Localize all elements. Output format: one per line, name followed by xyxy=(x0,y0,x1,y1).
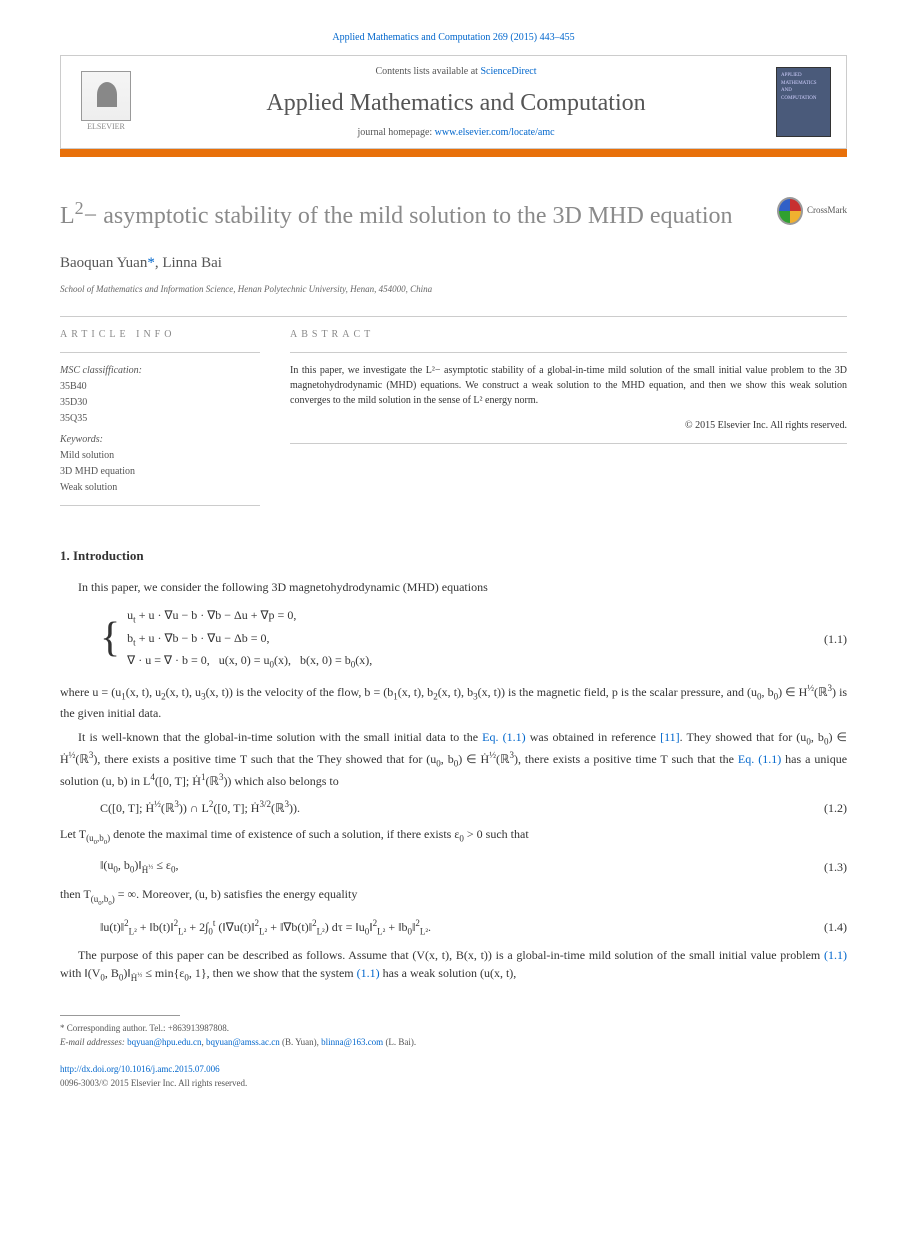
abstract-text: In this paper, we investigate the L²− as… xyxy=(290,363,847,408)
affiliation: School of Mathematics and Information Sc… xyxy=(60,283,847,297)
abstract-column: ABSTRACT In this paper, we investigate t… xyxy=(290,327,847,516)
abstract-divider-bottom xyxy=(290,443,847,444)
p3-text-a: It is well-known that the global-in-time… xyxy=(78,730,482,744)
equation-1-1: { ut + u · ∇u − b · ∇b − Δu + ∇p = 0, bt… xyxy=(100,604,847,675)
homepage-prefix: journal homepage: xyxy=(357,127,434,138)
intro-p3: It is well-known that the global-in-time… xyxy=(60,728,847,790)
abstract-divider xyxy=(290,352,847,353)
p3-text-b: was obtained in reference xyxy=(526,730,661,744)
keywords-list: Mild solution 3D MHD equation Weak solut… xyxy=(60,448,260,495)
divider xyxy=(60,316,847,317)
p6-text-b: with ‖(V0, B0)‖Ḣ½ ≤ min{ε0, 1}, then we … xyxy=(60,966,357,980)
abstract-copyright: © 2015 Elsevier Inc. All rights reserved… xyxy=(290,418,847,433)
article-info-column: ARTICLE INFO MSC classiffication: 35B40 … xyxy=(60,327,260,516)
email-link[interactable]: blinna@163.com xyxy=(321,1037,383,1047)
eq-1-2-body: C([0, T]; Ḣ½(ℝ3)) ∩ L2([0, T]; Ḣ3/2(ℝ3))… xyxy=(100,798,807,817)
footnotes: * Corresponding author. Tel.: +863913987… xyxy=(60,1022,847,1049)
email-link[interactable]: bqyuan@hpu.edu.cn xyxy=(127,1037,201,1047)
contents-prefix: Contents lists available at xyxy=(375,66,480,77)
elsevier-logo: ELSEVIER xyxy=(76,70,136,135)
intro-p1: In this paper, we consider the following… xyxy=(60,578,847,596)
eq-1-1-line3: ∇ · u = ∇ · b = 0, u(x, 0) = u0(x), b(x,… xyxy=(127,651,372,672)
authors: Baoquan Yuan*, Linna Bai xyxy=(60,252,847,275)
journal-cover-thumbnail: APPLIED MATHEMATICS AND COMPUTATION xyxy=(776,67,831,137)
eq-1-3-number: (1.3) xyxy=(807,858,847,876)
article-title: L2− asymptotic stability of the mild sol… xyxy=(60,197,777,232)
footnote-separator xyxy=(60,1015,180,1016)
p6-text-a: The purpose of this paper can be describ… xyxy=(78,948,824,962)
msc-list: 35B40 35D30 35Q35 xyxy=(60,379,260,426)
elsevier-tree-icon xyxy=(81,71,131,121)
keywords-label: Keywords: xyxy=(60,432,260,447)
issn-copyright: 0096-3003/© 2015 Elsevier Inc. All right… xyxy=(60,1077,847,1091)
homepage-link[interactable]: www.elsevier.com/locate/amc xyxy=(435,127,555,138)
eq-1-2-number: (1.2) xyxy=(807,799,847,817)
homepage-line: journal homepage: www.elsevier.com/locat… xyxy=(136,125,776,140)
sciencedirect-link[interactable]: ScienceDirect xyxy=(480,66,536,77)
header-citation[interactable]: Applied Mathematics and Computation 269 … xyxy=(60,30,847,45)
eq-ref-link[interactable]: Eq. (1.1) xyxy=(482,730,525,744)
msc-item: 35Q35 xyxy=(60,411,260,426)
corresponding-marker: * xyxy=(147,255,155,271)
equation-1-4: ‖u(t)‖2L² + ‖b(t)‖2L² + 2∫0t (‖∇u(t)‖2L²… xyxy=(100,917,847,939)
keyword-item: 3D MHD equation xyxy=(60,464,260,479)
crossmark-badge[interactable]: CrossMark xyxy=(777,197,847,225)
keyword-item: Mild solution xyxy=(60,448,260,463)
info-divider xyxy=(60,352,260,353)
eq-1-4-number: (1.4) xyxy=(807,918,847,936)
orange-divider xyxy=(60,149,847,157)
intro-p4: Let T(u0,b0) denote the maximal time of … xyxy=(60,825,847,848)
equation-1-2: C([0, T]; Ḣ½(ℝ3)) ∩ L2([0, T]; Ḣ3/2(ℝ3))… xyxy=(100,798,847,817)
contents-line: Contents lists available at ScienceDirec… xyxy=(136,64,776,79)
equation-1-3: ‖(u0, b0)‖Ḣ½ ≤ ε0, (1.3) xyxy=(100,856,847,877)
eq-1-3-body: ‖(u0, b0)‖Ḣ½ ≤ ε0, xyxy=(100,856,807,877)
eq-ref-link[interactable]: (1.1) xyxy=(824,948,847,962)
email-name: (B. Yuan), xyxy=(280,1037,321,1047)
email-label: E-mail addresses: xyxy=(60,1037,127,1047)
article-info-heading: ARTICLE INFO xyxy=(60,327,260,342)
p6-text-c: has a weak solution (u(x, t), xyxy=(380,966,517,980)
crossmark-icon xyxy=(777,197,803,225)
abstract-heading: ABSTRACT xyxy=(290,327,847,342)
doi-link[interactable]: http://dx.doi.org/10.1016/j.amc.2015.07.… xyxy=(60,1063,847,1077)
email-link[interactable]: bqyuan@amss.ac.cn xyxy=(206,1037,280,1047)
info-divider-bottom xyxy=(60,505,260,506)
citation-link[interactable]: [11] xyxy=(660,730,680,744)
title-row: L2− asymptotic stability of the mild sol… xyxy=(60,197,847,232)
crossmark-label: CrossMark xyxy=(807,204,847,218)
elsevier-label: ELSEVIER xyxy=(87,121,125,133)
intro-p2: where u = (u1(x, t), u2(x, t), u3(x, t))… xyxy=(60,682,847,722)
eq-1-1-line2: bt + u · ∇b − b · ∇u − Δb = 0, xyxy=(127,629,372,650)
banner-center: Contents lists available at ScienceDirec… xyxy=(136,64,776,140)
intro-p6: The purpose of this paper can be describ… xyxy=(60,946,847,985)
eq-1-1-number: (1.1) xyxy=(807,630,847,648)
intro-p5: then T(u0,b0) = ∞. Moreover, (u, b) sati… xyxy=(60,885,847,908)
email-footnote: E-mail addresses: bqyuan@hpu.edu.cn, bqy… xyxy=(60,1036,847,1050)
eq-ref-link[interactable]: Eq. (1.1) xyxy=(738,752,781,766)
journal-name: Applied Mathematics and Computation xyxy=(136,85,776,121)
eq-1-4-body: ‖u(t)‖2L² + ‖b(t)‖2L² + 2∫0t (‖∇u(t)‖2L²… xyxy=(100,917,807,939)
section-1-heading: 1. Introduction xyxy=(60,546,847,566)
msc-label: MSC classiffication: xyxy=(60,363,260,378)
msc-item: 35B40 xyxy=(60,379,260,394)
email-name: (L. Bai). xyxy=(383,1037,416,1047)
info-abstract-row: ARTICLE INFO MSC classiffication: 35B40 … xyxy=(60,327,847,516)
eq-1-1-line1: ut + u · ∇u − b · ∇b − Δu + ∇p = 0, xyxy=(127,606,372,627)
journal-banner: ELSEVIER Contents lists available at Sci… xyxy=(60,55,847,149)
msc-item: 35D30 xyxy=(60,395,260,410)
keyword-item: Weak solution xyxy=(60,480,260,495)
eq-ref-link[interactable]: (1.1) xyxy=(357,966,380,980)
corresponding-footnote: * Corresponding author. Tel.: +863913987… xyxy=(60,1022,847,1036)
